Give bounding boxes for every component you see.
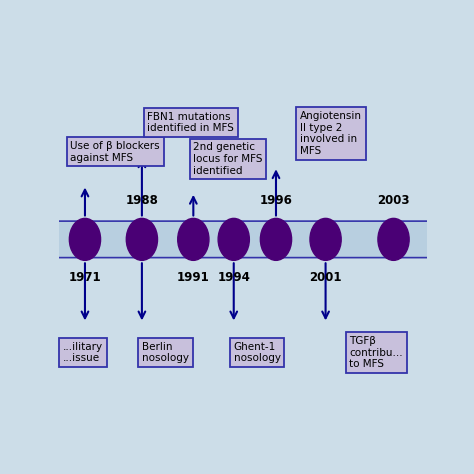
- Text: Angiotensin
II type 2
involved in
MFS: Angiotensin II type 2 involved in MFS: [300, 111, 362, 156]
- Ellipse shape: [126, 219, 157, 260]
- Text: Berlin
nosology: Berlin nosology: [142, 342, 189, 363]
- Text: FBN1 mutations
identified in MFS: FBN1 mutations identified in MFS: [147, 112, 234, 133]
- Text: 1991: 1991: [177, 271, 210, 284]
- Ellipse shape: [378, 219, 409, 260]
- Text: 2001: 2001: [310, 271, 342, 284]
- Text: Use of β blockers
against MFS: Use of β blockers against MFS: [70, 141, 160, 163]
- Text: TGFβ
contribu...
to MFS: TGFβ contribu... to MFS: [349, 336, 403, 369]
- Text: Ghent-1
nosology: Ghent-1 nosology: [234, 342, 281, 363]
- Text: 2nd genetic
locus for MFS
identified: 2nd genetic locus for MFS identified: [193, 143, 263, 176]
- FancyBboxPatch shape: [39, 221, 465, 258]
- Text: 1988: 1988: [126, 194, 158, 208]
- Ellipse shape: [178, 219, 209, 260]
- Ellipse shape: [310, 219, 341, 260]
- Text: ...ilitary
...issue: ...ilitary ...issue: [63, 342, 103, 363]
- Text: 2003: 2003: [377, 194, 410, 208]
- Ellipse shape: [260, 219, 292, 260]
- Ellipse shape: [218, 219, 249, 260]
- Text: 1994: 1994: [217, 271, 250, 284]
- Text: 1971: 1971: [69, 271, 101, 284]
- Ellipse shape: [69, 219, 100, 260]
- Text: 1996: 1996: [260, 194, 292, 208]
